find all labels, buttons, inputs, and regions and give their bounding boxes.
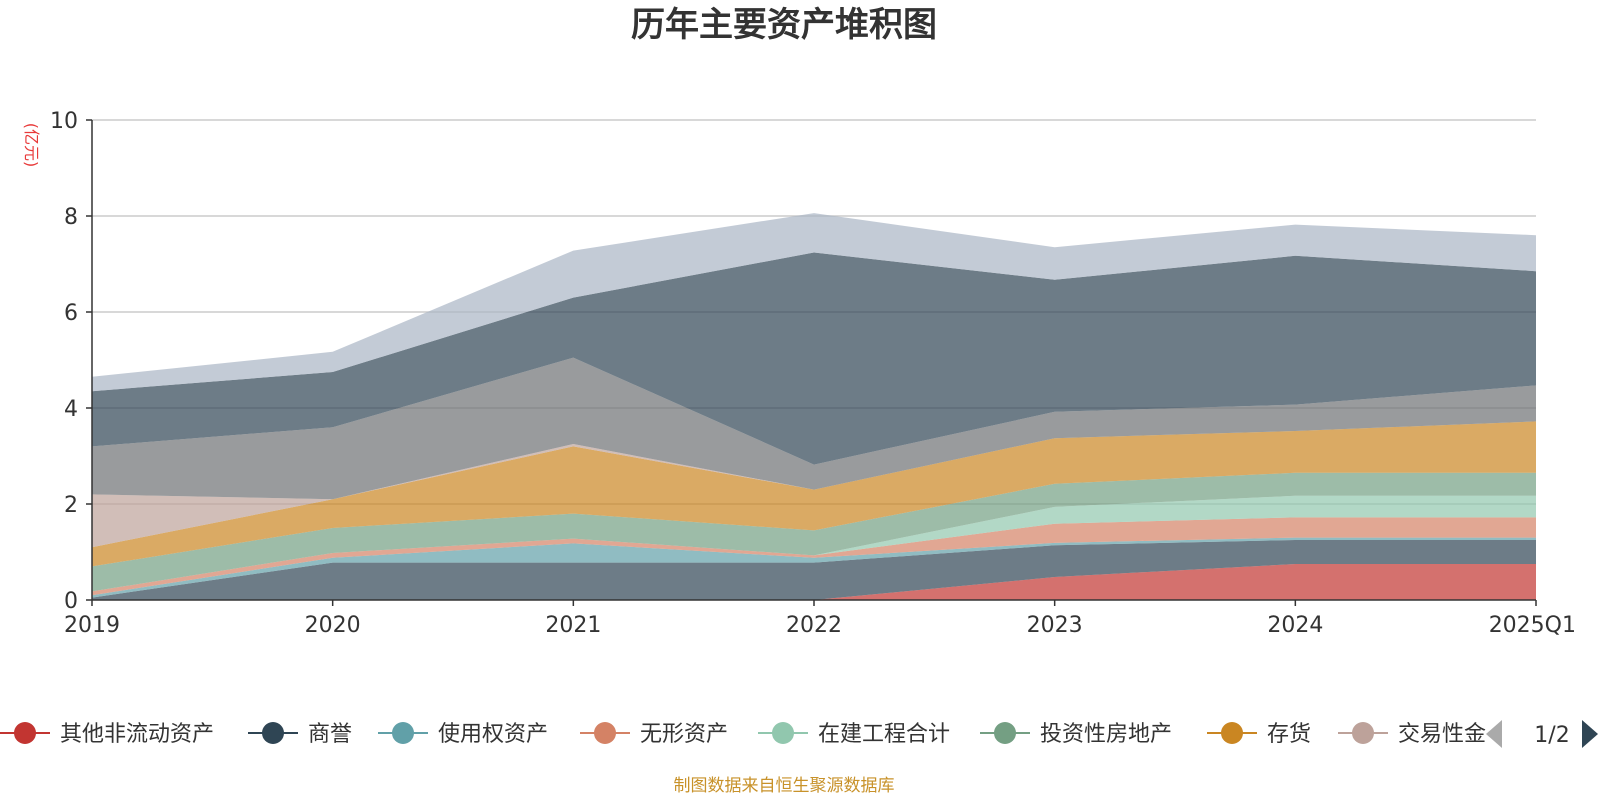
y-tick-label: 10 xyxy=(50,109,78,134)
x-tick-label: 2024 xyxy=(1267,613,1323,638)
legend-item[interactable]: 交易性金 xyxy=(1338,722,1486,747)
source-note: 制图数据来自恒生聚源数据库 xyxy=(674,776,895,796)
area-series-9[interactable] xyxy=(92,357,1536,500)
legend-marker xyxy=(392,722,414,744)
legend-item[interactable]: 其他非流动资产 xyxy=(0,722,214,747)
legend-label: 投资性房地产 xyxy=(1040,722,1172,747)
legend-item[interactable]: 投资性房地产 xyxy=(980,722,1172,747)
x-tick-label: 2021 xyxy=(545,613,601,638)
y-tick-label: 2 xyxy=(64,493,78,518)
area-series-7[interactable] xyxy=(92,421,1536,567)
legend-item[interactable]: 无形资产 xyxy=(580,722,728,747)
legend-label: 在建工程合计 xyxy=(818,722,950,747)
legend-item[interactable]: 存货 xyxy=(1207,722,1311,747)
legend-marker xyxy=(14,722,36,744)
y-tick-label: 6 xyxy=(64,301,78,326)
legend-label: 其他非流动资产 xyxy=(60,722,214,747)
x-tick-label: 2023 xyxy=(1027,613,1083,638)
area-series-6[interactable] xyxy=(92,472,1536,592)
legend-marker xyxy=(1221,722,1243,744)
y-axis-unit: (亿元) xyxy=(22,123,41,168)
x-tick-label: 2020 xyxy=(305,613,361,638)
chart-title: 历年主要资产堆积图 xyxy=(631,5,937,45)
area-series-11[interactable] xyxy=(92,213,1536,392)
legend-marker xyxy=(1352,722,1374,744)
area-series-3[interactable] xyxy=(92,537,1536,598)
y-tick-label: 8 xyxy=(64,205,78,230)
legend-next-icon[interactable] xyxy=(1582,720,1598,748)
legend-label: 商誉 xyxy=(308,722,352,747)
x-tick-label: 2025Q1 xyxy=(1489,613,1576,638)
legend-page-indicator: 1/2 xyxy=(1534,723,1569,748)
x-tick-label: 2019 xyxy=(64,613,120,638)
legend-label: 交易性金 xyxy=(1398,722,1486,747)
legend-prev-icon[interactable] xyxy=(1486,720,1502,748)
legend-label: 存货 xyxy=(1267,722,1311,747)
y-tick-label: 0 xyxy=(64,589,78,614)
legend-item[interactable]: 商誉 xyxy=(248,722,352,747)
area-series-5[interactable] xyxy=(92,495,1536,592)
legend-marker xyxy=(994,722,1016,744)
area-series-10[interactable] xyxy=(92,252,1536,465)
legend-item[interactable]: 在建工程合计 xyxy=(758,722,950,747)
area-series-1[interactable] xyxy=(92,564,1536,600)
legend[interactable]: 其他非流动资产 商誉 使用权资产 无形资产 在建工程合计 投资性房地产 存货 交易性金 1/2 xyxy=(0,720,1598,748)
legend-item[interactable]: 使用权资产 xyxy=(378,722,548,747)
legend-label: 使用权资产 xyxy=(438,722,548,747)
area-series[interactable] xyxy=(92,213,1536,600)
axes: 0 2 4 6 8 10 2019 2020 2021 2022 2023 2024 2025Q1 xyxy=(50,109,1576,638)
legend-label: 无形资产 xyxy=(640,722,728,747)
x-tick-label: 2022 xyxy=(786,613,842,638)
area-series-2[interactable] xyxy=(92,540,1536,600)
legend-marker xyxy=(594,722,616,744)
y-tick-label: 4 xyxy=(64,397,78,422)
legend-marker xyxy=(262,722,284,744)
legend-marker xyxy=(772,722,794,744)
area-series-4[interactable] xyxy=(92,517,1536,596)
